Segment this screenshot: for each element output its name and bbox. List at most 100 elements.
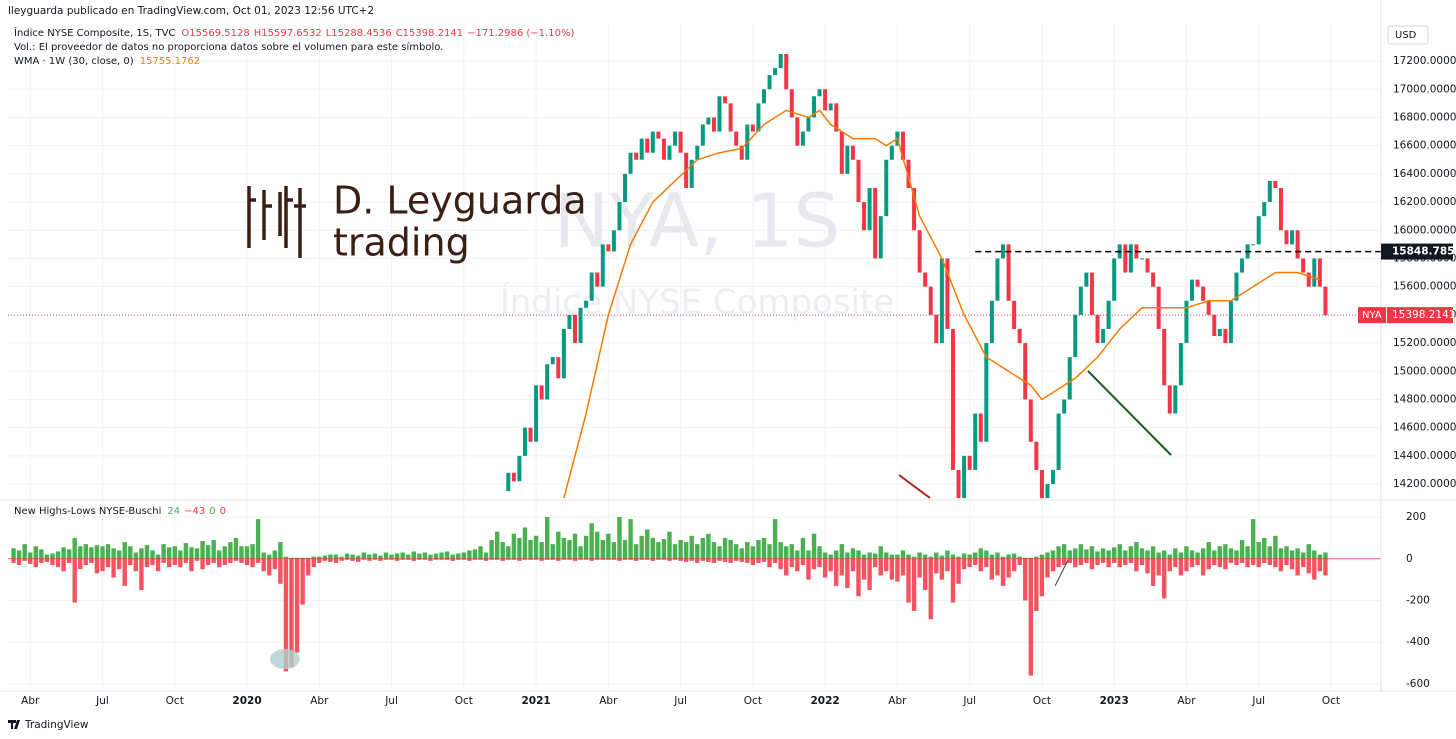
- marks: [8, 54, 1381, 676]
- currency[interactable]: USD: [1395, 30, 1417, 41]
- hist-bar: [11, 558, 16, 563]
- hist-bar: [383, 558, 389, 560]
- candle: [656, 131, 661, 139]
- hist-bar: [1134, 558, 1139, 572]
- hist-bar: [950, 554, 956, 559]
- hist-bar: [750, 546, 756, 559]
- hist-bar: [428, 554, 433, 559]
- hist-bar: [711, 542, 717, 559]
- hist-bar: [822, 552, 828, 559]
- candle: [828, 103, 833, 111]
- hist-bar: [606, 558, 611, 560]
- hist-bar: [94, 558, 100, 574]
- hist-bar: [294, 558, 300, 653]
- hist-bar: [1067, 558, 1072, 563]
- hist-bar: [311, 558, 316, 568]
- hist-bar: [1239, 539, 1245, 559]
- candle: [973, 413, 978, 470]
- hist-bar: [872, 553, 878, 559]
- x-tick-label: Oct: [166, 695, 184, 707]
- candle: [667, 145, 672, 160]
- stat: 0: [209, 506, 215, 517]
- candle: [550, 357, 555, 365]
- hist-bar: [1117, 558, 1122, 568]
- hist-bar: [1028, 557, 1034, 559]
- hist-bar: [1306, 558, 1311, 574]
- hist-bar: [1056, 546, 1061, 559]
- candle: [917, 230, 922, 273]
- hist-bar: [1178, 558, 1184, 576]
- hist-bar: [283, 558, 289, 672]
- hist-bar: [1223, 544, 1228, 559]
- hist-bar: [1184, 546, 1189, 559]
- hist-bar: [161, 558, 166, 563]
- hist-bar: [539, 558, 544, 561]
- hist-bar: [1123, 550, 1128, 559]
- hist-bar: [417, 553, 422, 559]
- candle: [1162, 328, 1167, 386]
- candle: [1095, 314, 1100, 344]
- hist-bar: [244, 546, 250, 559]
- hist-bar: [250, 544, 255, 559]
- hist-bar: [889, 558, 895, 580]
- stat: −43: [184, 506, 205, 517]
- candle: [906, 159, 911, 188]
- hist-bar: [789, 558, 794, 568]
- y-tick-label: 16600.0000: [1393, 140, 1456, 152]
- overlay: D. Leyguarda trading lleyguarda publicad…: [8, 5, 1429, 731]
- legend-title: Índice NYSE Composite, 1S, TVC: [14, 26, 175, 39]
- hist-bar: [300, 557, 305, 559]
- hist-bar: [261, 558, 266, 572]
- hist-bar: [884, 552, 889, 559]
- hist-bar: [1245, 546, 1250, 559]
- hist-bar: [539, 542, 544, 559]
- legend-o: O15569.5128: [181, 28, 249, 39]
- hist-bar: [978, 548, 983, 559]
- candle: [1112, 258, 1117, 301]
- hist-bar: [367, 558, 372, 561]
- hist-bar: [189, 547, 194, 559]
- hist-bar: [667, 531, 672, 559]
- candle: [1012, 300, 1017, 329]
- candle: [784, 54, 789, 90]
- hist-bar: [1256, 542, 1261, 559]
- indicator-title: New Highs-Lows NYSE-Buschi: [14, 506, 161, 517]
- x-tick-label: Oct: [455, 695, 473, 707]
- hist-bar: [683, 558, 689, 562]
- y-tick-label: 15600.0000: [1393, 281, 1456, 293]
- hist-bar: [706, 533, 711, 559]
- h-line-label-bg: [1381, 243, 1453, 260]
- hist-bar: [656, 558, 661, 560]
- hist-bar: [61, 558, 66, 572]
- hist-bar: [155, 554, 161, 559]
- hist-bar: [1078, 558, 1084, 566]
- hist-bar: [78, 546, 83, 559]
- hist-bar: [172, 546, 177, 559]
- candle: [956, 469, 961, 499]
- x-tick-label: 2020: [232, 695, 261, 707]
- hist-bar: [1023, 557, 1028, 559]
- hist-bar: [572, 558, 578, 561]
- hist-bar: [595, 531, 600, 559]
- hist-bar: [55, 558, 61, 568]
- hist-bar: [339, 556, 344, 559]
- hist-bar: [711, 558, 717, 563]
- hist-bar: [861, 554, 867, 559]
- hist-bar: [1306, 544, 1311, 559]
- hist-bar: [1267, 546, 1273, 559]
- hist-bar: [239, 546, 244, 559]
- hist-bar: [611, 542, 617, 559]
- hist-bar: [22, 544, 27, 559]
- x-tick-label: Oct: [1033, 695, 1051, 707]
- hist-bar: [305, 558, 311, 576]
- currency-button[interactable]: [1387, 25, 1429, 45]
- trend-line: [898, 474, 931, 499]
- hist-bar: [578, 546, 583, 559]
- hist-bar: [761, 558, 767, 562]
- candle: [995, 258, 1000, 301]
- hist-bar: [867, 558, 872, 591]
- hist-bar: [278, 542, 283, 559]
- hist-bar: [55, 551, 61, 559]
- y-tick-label: 14800.0000: [1393, 393, 1456, 405]
- stat: 0: [220, 506, 226, 517]
